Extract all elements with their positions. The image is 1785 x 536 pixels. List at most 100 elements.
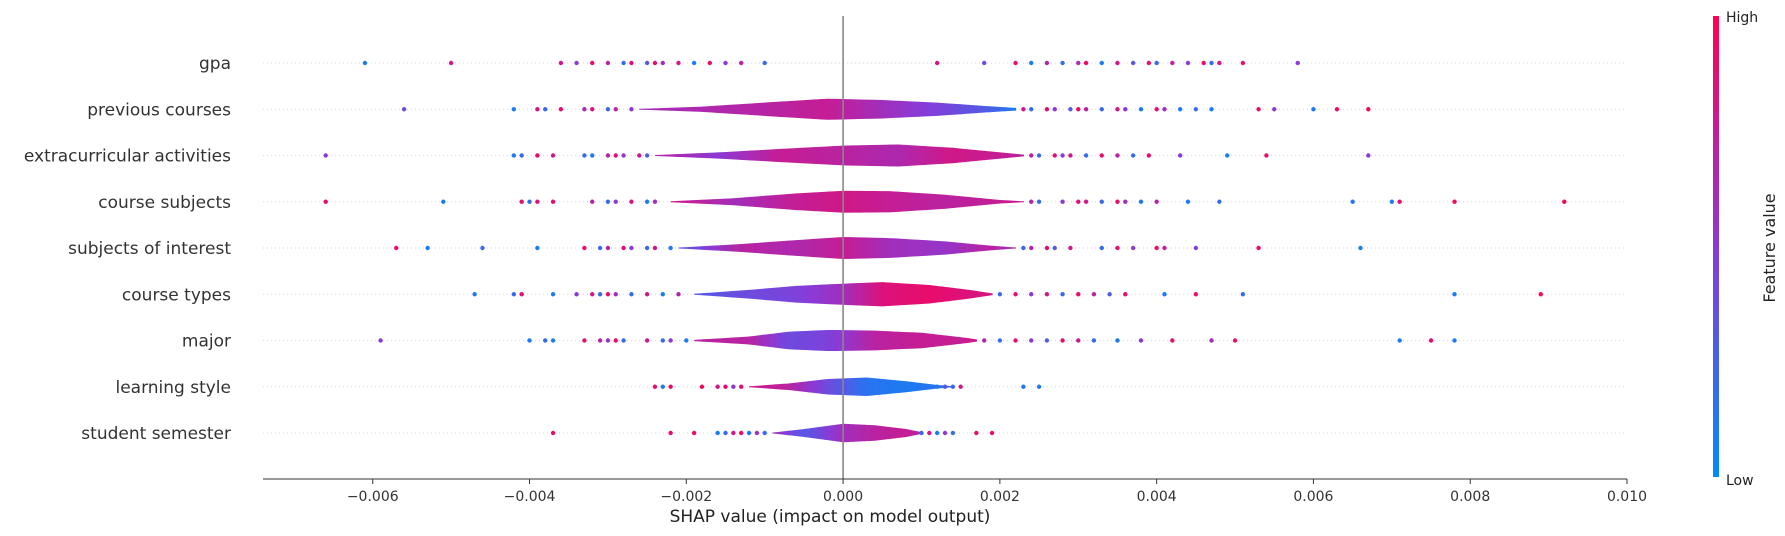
violin-slice [707, 152, 719, 159]
violin-slice [827, 191, 836, 213]
data-point [519, 153, 524, 158]
violin-slice [976, 150, 985, 161]
violin-slice [899, 191, 910, 212]
violin-slice [691, 199, 703, 204]
data-point [1185, 199, 1191, 204]
x-tick-label: 0.002 [980, 489, 1020, 505]
violin-slice [984, 245, 993, 251]
data-point [668, 338, 673, 343]
data-point [1154, 107, 1159, 112]
data-point [1334, 107, 1340, 112]
violin-slice [895, 427, 902, 439]
violin-slice [963, 196, 974, 208]
violin-slice [879, 144, 890, 167]
violin-slice [739, 336, 750, 345]
data-point [723, 384, 728, 389]
violin-slice [952, 103, 962, 115]
data-point [723, 430, 728, 436]
data-point [1029, 153, 1034, 158]
data-point [1130, 245, 1136, 251]
data-point [715, 384, 720, 389]
violin-slice [935, 194, 946, 210]
violin-slice [952, 242, 962, 254]
data-point [535, 245, 540, 251]
violin-slice [897, 331, 907, 350]
data-point [652, 199, 658, 204]
violin-slice [764, 287, 774, 301]
violin-slice [870, 144, 881, 167]
violin-slice [988, 292, 993, 296]
data-point [1036, 384, 1042, 389]
feature-row: previous courses [87, 98, 1627, 120]
violin-slice [873, 378, 881, 396]
violin-slice [907, 145, 917, 166]
violin-slice [926, 240, 937, 256]
data-point [1397, 199, 1402, 204]
feature-row: extracurricular activities [24, 144, 1627, 167]
violin-slice [890, 282, 899, 306]
data-point [629, 60, 634, 66]
data-point [1091, 338, 1097, 343]
violin-slice [728, 151, 740, 160]
violin-slice [694, 339, 704, 342]
violin-slice [691, 106, 703, 112]
violin-slice [882, 282, 891, 307]
violin-slice [862, 282, 870, 306]
violin-slice [960, 148, 970, 163]
data-point [1123, 107, 1128, 112]
feature-label: major [182, 332, 231, 352]
violin-slice [909, 101, 920, 118]
x-tick-label: 0.000 [823, 489, 863, 505]
data-point [1123, 199, 1128, 204]
data-point [1452, 292, 1457, 297]
data-point [519, 199, 524, 204]
data-point [644, 60, 650, 66]
data-point [1154, 60, 1159, 66]
data-point [629, 199, 634, 204]
violin-slice [866, 237, 876, 259]
violin-slice [1015, 200, 1021, 203]
violin-slice [699, 245, 711, 251]
violin-slice [954, 195, 964, 208]
violin-slice [1015, 153, 1021, 158]
data-point [1107, 292, 1112, 297]
violin-slice [947, 335, 955, 346]
violin-slice [688, 246, 700, 250]
violin-slice [696, 152, 708, 159]
data-point [1076, 199, 1081, 204]
violin-slice [788, 430, 795, 436]
violin-slice [786, 240, 797, 256]
data-point [605, 107, 611, 112]
violin-slice [850, 330, 860, 351]
violin-slice [833, 378, 842, 395]
violin-slice [686, 153, 698, 158]
violin-slice [836, 423, 844, 443]
data-point [997, 338, 1003, 343]
feature-label: subjects of interest [68, 239, 231, 259]
data-point [1232, 338, 1238, 343]
data-point [754, 430, 760, 436]
data-point [1044, 107, 1050, 112]
violin-slice [879, 378, 887, 395]
data-point [644, 153, 650, 158]
violin-slice [803, 285, 813, 304]
data-point [605, 199, 611, 204]
violin-slice [913, 430, 917, 436]
violin-slice [874, 237, 883, 259]
data-point [1068, 245, 1073, 251]
violin-slice [882, 237, 891, 259]
violin-slice [768, 241, 779, 255]
data-point [762, 60, 767, 66]
colorbar: High Low Feature value [1713, 10, 1779, 489]
x-axis: −0.006 −0.004 −0.002 0.000 0.002 0.004 0.006 0.… [263, 478, 1647, 505]
feature-row: course subjects [98, 190, 1627, 213]
data-point [644, 199, 650, 204]
violin-slice [807, 380, 815, 393]
violin-slice [928, 333, 936, 348]
data-point [1115, 199, 1120, 204]
data-point [1021, 107, 1026, 112]
data-point [707, 60, 713, 66]
violin-slice [999, 246, 1005, 250]
violin-slice [994, 106, 1001, 112]
violin-slice [866, 377, 874, 396]
